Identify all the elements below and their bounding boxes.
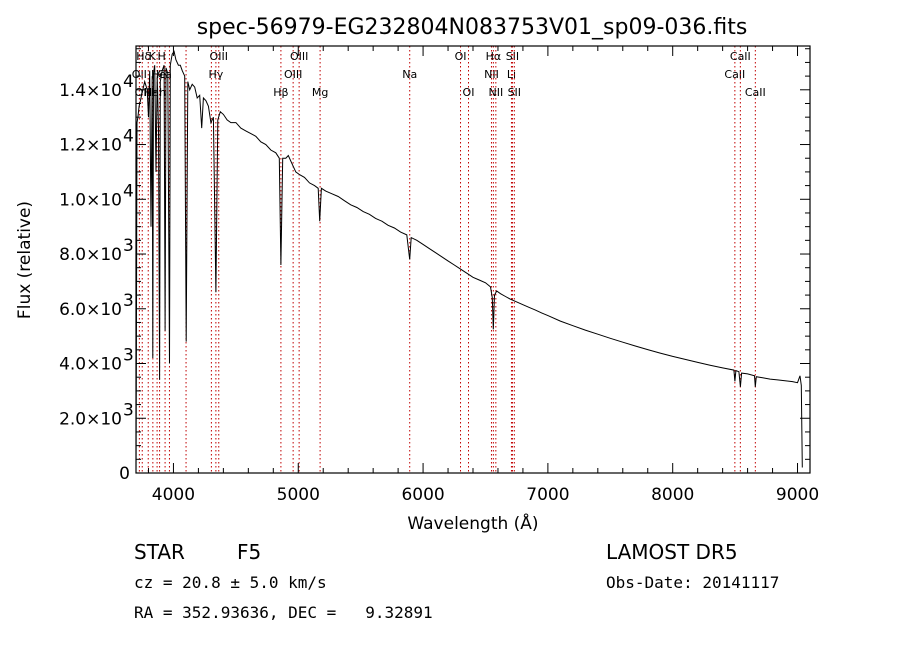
spectrum-line [135,50,803,474]
crowded-label-4: Ca [157,68,171,81]
line-label-14: OIII [290,50,308,63]
spectral-line-markers: OIIOIIHγOIIIHβOIIIOIIIMgNaOIOINIIHαNIILi… [132,46,766,473]
y-axis-label: Flux (relative) [15,201,35,319]
line-label-12: Hβ [273,86,288,99]
line-label-23: SII [506,50,519,63]
line-label-24: SII [508,86,521,99]
line-label-17: OI [455,50,467,63]
y-tick-exponent-5: 4 [123,181,134,201]
crowded-label-1: K [149,50,157,63]
line-label-21: NII [488,86,503,99]
x-tick-label-0: 4000 [152,485,195,505]
x-tick-label-5: 9000 [776,485,819,505]
x-axis-label: Wavelength (Å) [407,512,538,534]
x-tick-label-1: 5000 [277,485,320,505]
line-label-18: OI [463,86,475,99]
line-label-0: OII [132,68,147,81]
y-tick-label-1: 2.0×10 [59,409,122,429]
crowded-label-0: Hδ [136,50,151,63]
y-tick-exponent-2: 3 [123,346,134,366]
crowded-label-2: H [157,50,165,63]
object-class: STAR [134,540,185,564]
line-label-19: NII [484,68,499,81]
chart-title: spec-56979-EG232804N083753V01_sp09-036.f… [197,15,748,40]
survey-name: LAMOST DR5 [606,540,738,564]
y-tick-label-6: 1.2×10 [59,136,122,156]
y-tick-exponent-7: 4 [123,72,134,92]
line-label-16: Na [402,68,417,81]
ra-dec-text: RA = 352.93636, DEC = 9.32891 [134,603,433,622]
y-tick-exponent-1: 3 [123,400,134,420]
y-tick-label-4: 8.0×10 [59,245,122,265]
line-label-20: Hα [486,50,502,63]
line-label-25: CaII [724,68,745,81]
x-tick-label-4: 8000 [651,485,694,505]
y-tick-exponent-4: 3 [123,236,134,256]
redshift-text: cz = 20.8 ± 5.0 km/s [134,573,327,592]
y-tick-label-5: 1.0×10 [59,190,122,210]
line-label-27: CaII [745,86,766,99]
y-tick-label-7: 1.4×10 [59,81,122,101]
line-label-22: Li [507,68,516,81]
y-tick-label-0: 0 [119,464,130,484]
line-label-26: CaII [730,50,751,63]
line-label-11: OIII [210,50,228,63]
x-tick-label-3: 7000 [526,485,569,505]
x-tick-label-2: 6000 [401,485,444,505]
line-label-10: Hγ [208,68,223,81]
object-subclass: F5 [237,540,262,564]
y-tick-exponent-6: 4 [123,127,134,147]
line-label-15: Mg [312,86,328,99]
y-tick-exponent-3: 3 [123,291,134,311]
obs-date: Obs-Date: 20141117 [606,573,780,592]
plot-frame [135,45,811,474]
y-tick-label-3: 6.0×10 [59,300,122,320]
line-label-13: OIII [284,68,302,81]
y-tick-label-2: 4.0×10 [59,355,122,375]
